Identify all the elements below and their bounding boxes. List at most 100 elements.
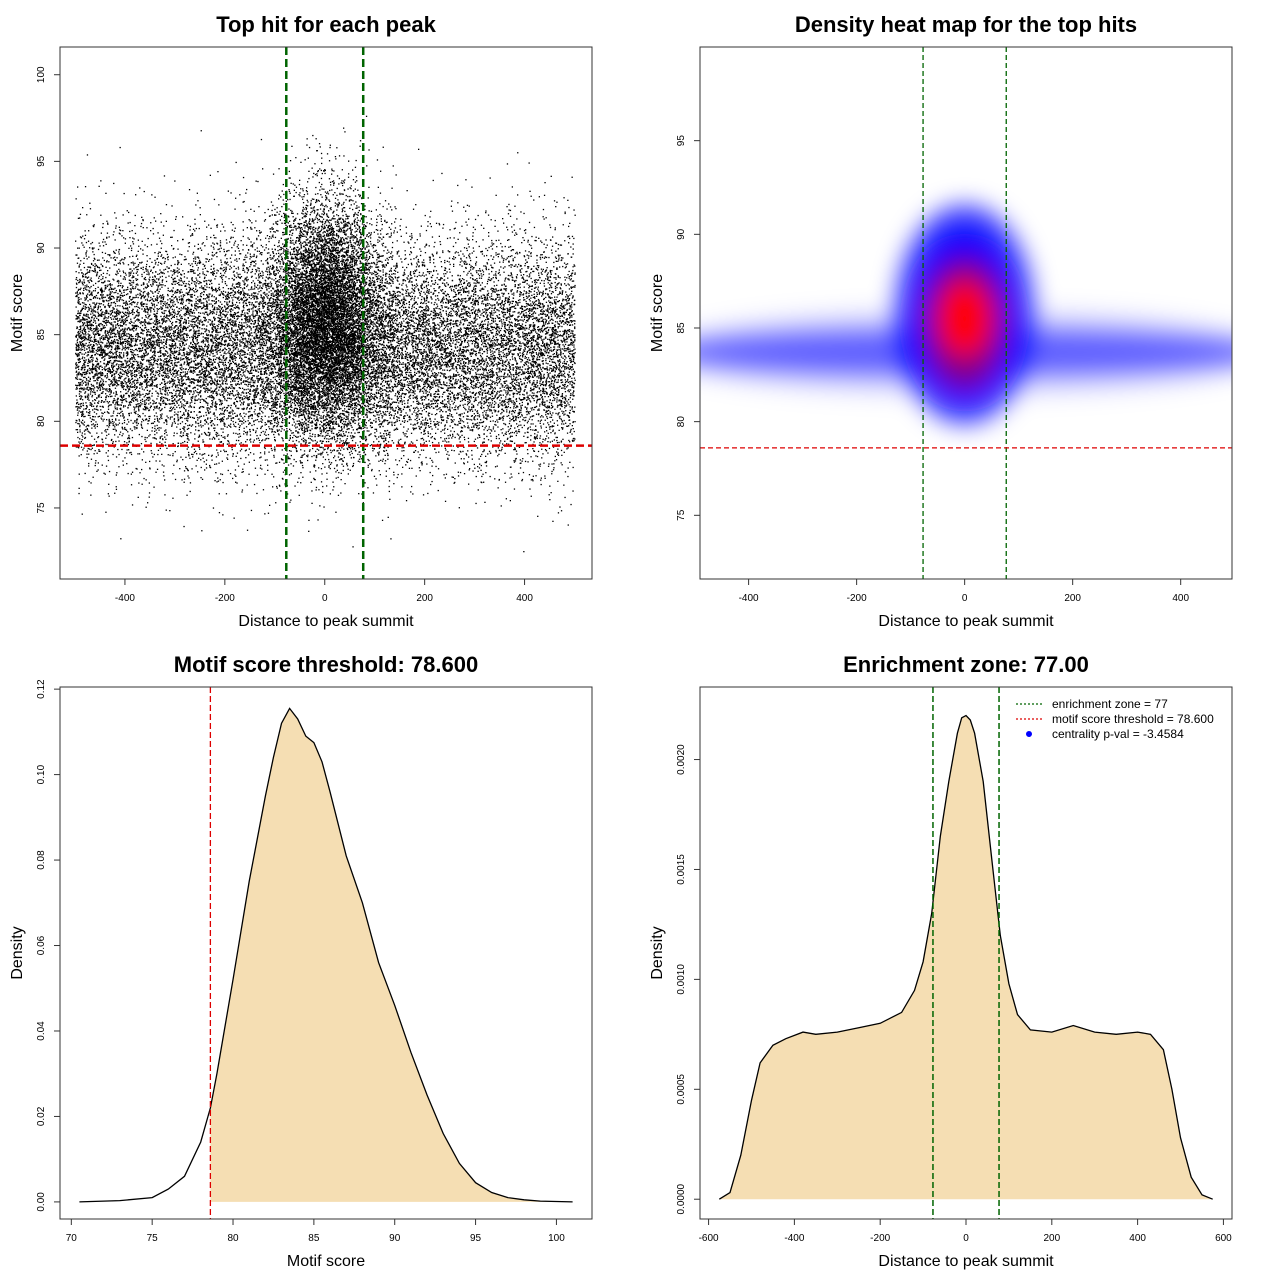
- scatter-point: [303, 225, 305, 227]
- scatter-point: [297, 261, 299, 263]
- scatter-point: [332, 390, 334, 392]
- scatter-point: [313, 391, 315, 394]
- scatter-point: [383, 406, 385, 409]
- scatter-point: [364, 237, 366, 239]
- scatter-point: [271, 350, 273, 353]
- scatter-point: [301, 427, 304, 429]
- scatter-point: [344, 329, 346, 331]
- scatter-point: [327, 407, 329, 409]
- scatter-point: [311, 283, 313, 285]
- scatter-point: [303, 276, 305, 279]
- scatter-point: [306, 213, 308, 216]
- scatter-point: [281, 428, 283, 430]
- scatter-point: [327, 327, 329, 330]
- scatter-point: [291, 343, 293, 345]
- scatter-point: [258, 206, 260, 208]
- scatter-point: [359, 145, 361, 147]
- scatter-point: [360, 242, 362, 244]
- scatter-point: [346, 366, 348, 368]
- scatter-point: [291, 304, 293, 306]
- scatter-point: [305, 411, 307, 414]
- scatter-point: [269, 231, 272, 233]
- scatter-point: [350, 253, 353, 255]
- scatter-point: [261, 416, 263, 418]
- scatter-point: [278, 245, 280, 247]
- scatter-point: [360, 458, 362, 460]
- scatter-point: [313, 236, 315, 238]
- scatter-point: [321, 216, 323, 218]
- scatter-point: [371, 300, 373, 302]
- scatter-point: [252, 280, 254, 282]
- scatter-point: [324, 272, 326, 274]
- scatter-point: [320, 296, 323, 298]
- scatter-point: [326, 472, 328, 474]
- scatter-point: [337, 199, 339, 201]
- scatter-point: [302, 198, 304, 200]
- scatter-point: [295, 392, 298, 395]
- scatter-point: [317, 212, 319, 214]
- scatter-point: [266, 392, 269, 394]
- scatter-point: [275, 322, 278, 324]
- scatter-point: [359, 281, 361, 283]
- scatter-point: [375, 311, 378, 313]
- scatter-point: [241, 375, 243, 377]
- scatter-point: [233, 312, 236, 314]
- scatter-point: [352, 356, 355, 358]
- scatter-point: [293, 296, 295, 299]
- scatter-point: [354, 322, 356, 324]
- scatter-point: [285, 213, 287, 215]
- scatter-point: [324, 223, 326, 225]
- scatter-point: [361, 256, 363, 259]
- scatter-point: [358, 244, 360, 247]
- scatter-point: [363, 295, 365, 297]
- scatter-point: [350, 255, 352, 257]
- scatter-point: [340, 440, 342, 442]
- scatter-point: [302, 202, 305, 204]
- scatter-point: [311, 425, 313, 427]
- scatter-point: [372, 306, 374, 308]
- scatter-point: [280, 237, 282, 239]
- scatter-point: [263, 310, 265, 312]
- scatter-point: [345, 253, 348, 255]
- scatter-point: [321, 343, 324, 346]
- scatter-point: [344, 359, 346, 362]
- scatter-point: [374, 286, 376, 289]
- scatter-point: [370, 232, 372, 234]
- scatter-point: [343, 127, 345, 129]
- scatter-point: [347, 281, 349, 284]
- scatter-point: [341, 208, 343, 210]
- scatter-point: [360, 254, 362, 256]
- scatter-point: [277, 371, 279, 373]
- scatter-point: [351, 322, 353, 324]
- scatter-point: [379, 303, 381, 305]
- scatter-point: [289, 234, 291, 236]
- scatter-point: [302, 209, 304, 211]
- scatter-point: [366, 313, 368, 315]
- scatter-point: [282, 418, 284, 420]
- scatter-point: [299, 319, 302, 321]
- scatter-point: [325, 305, 327, 307]
- scatter-point: [284, 267, 286, 269]
- scatter-point: [310, 250, 312, 253]
- scatter-point: [344, 270, 346, 272]
- scatter-point: [357, 214, 359, 216]
- scatter-point: [327, 303, 329, 305]
- scatter-point: [354, 212, 356, 214]
- scatter-point: [324, 401, 326, 403]
- scatter-point: [274, 332, 276, 334]
- scatter-point: [346, 247, 348, 249]
- scatter-point: [378, 389, 380, 392]
- scatter-point: [281, 290, 283, 292]
- scatter-point: [300, 308, 302, 310]
- scatter-point: [302, 206, 304, 209]
- scatter-point: [322, 485, 324, 488]
- scatter-point: [383, 358, 385, 360]
- scatter-point: [323, 414, 325, 417]
- scatter-point: [273, 382, 275, 385]
- scatter-point: [320, 186, 322, 188]
- scatter-point: [335, 223, 337, 225]
- scatter-point: [383, 340, 385, 342]
- scatter-point: [272, 399, 275, 401]
- scatter-point: [264, 447, 266, 450]
- scatter-point: [389, 436, 391, 438]
